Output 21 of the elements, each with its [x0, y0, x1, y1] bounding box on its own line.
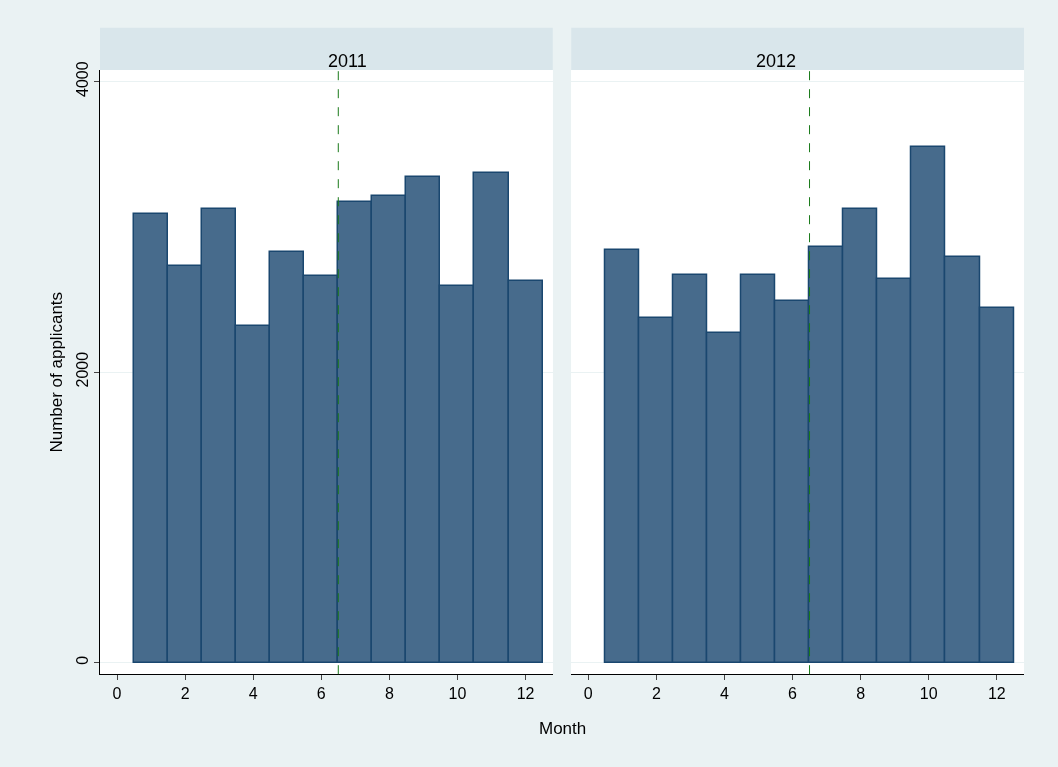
x-tick-label: 12 — [516, 685, 535, 703]
x-tick-label: 8 — [384, 685, 394, 703]
x-tick-label: 4 — [719, 685, 729, 703]
x-tick-label: 10 — [919, 685, 938, 703]
y-tick-label: 2000 — [73, 351, 91, 388]
y-axis-title: Number of applicants — [47, 291, 67, 453]
x-tick-label: 8 — [856, 685, 866, 703]
x-tick-label: 2 — [651, 685, 661, 703]
y-tick-label: 0 — [73, 655, 91, 665]
x-axis-title: Month — [539, 719, 587, 738]
x-tick-label: 10 — [448, 685, 467, 703]
x-tick-label: 6 — [316, 685, 326, 703]
x-tick-label: 12 — [987, 685, 1006, 703]
x-tick-label: 2 — [180, 685, 190, 703]
x-tick-label: 0 — [112, 685, 122, 703]
x-tick-label: 0 — [583, 685, 593, 703]
chart-title: 2012 — [756, 51, 797, 71]
y-tick-label: 4000 — [73, 61, 91, 97]
x-tick-label: 4 — [248, 685, 258, 703]
x-tick-label: 6 — [788, 685, 798, 703]
chart-title: 2011 — [328, 51, 367, 71]
